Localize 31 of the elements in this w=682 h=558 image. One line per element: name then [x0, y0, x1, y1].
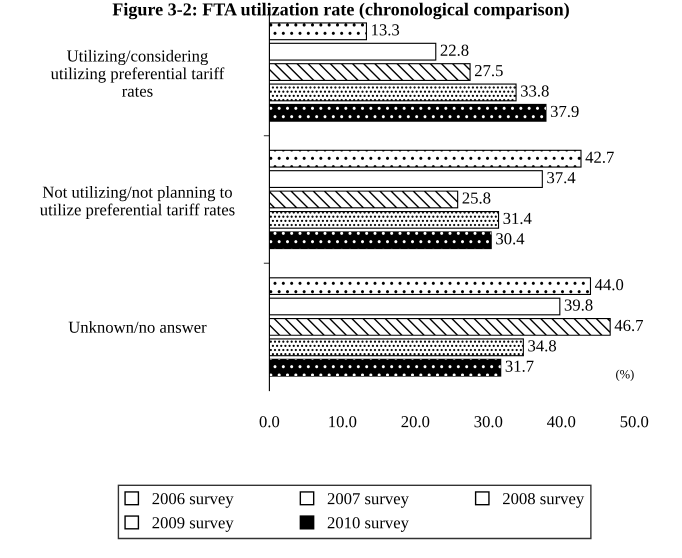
text: 31.7	[506, 360, 534, 372]
legend-label: 2009 survey	[152, 517, 234, 532]
text: 25.8	[462, 192, 490, 204]
text: 34.8	[528, 340, 556, 352]
x-tick-label: 10.0	[329, 416, 356, 428]
annotation: (%)	[616, 370, 634, 381]
legend-label: 2007 survey	[328, 493, 409, 508]
x-tick-label: 50.0	[620, 416, 648, 428]
y-tick-label: Not utilizing/not planning to utilize preferential tariff rates	[40, 186, 235, 219]
text: 31.4	[503, 212, 532, 224]
text: 33.8	[521, 85, 549, 97]
x-tick-label: 40.0	[547, 416, 576, 428]
x-tick-label: 30.0	[474, 416, 502, 428]
chart-title: Figure 3-2: FTA utilization rate (chronological comparison)	[112, 2, 569, 20]
text: 46.7	[614, 320, 644, 332]
text: 27.5	[474, 65, 503, 76]
text: 30.4	[496, 233, 524, 244]
text: 37.9	[550, 106, 579, 118]
text: 13.3	[372, 24, 400, 36]
text: 42.7	[585, 152, 614, 163]
legend-label: 2010 survey	[328, 517, 409, 532]
y-tick-label: Unknown/no answer	[68, 321, 206, 333]
x-tick-label: 20.0	[401, 416, 430, 428]
legend-label: 2006 survey	[152, 493, 234, 508]
text: 37.4	[547, 172, 576, 184]
text: 44.0	[594, 279, 624, 290]
y-tick-label: Utilizing/considering utilizing preferential tariff rates	[50, 50, 224, 97]
x-tick-label: 0.0	[260, 416, 280, 428]
legend-label: 2008 survey	[503, 493, 584, 508]
text: 22.8	[440, 44, 468, 56]
text: 39.8	[564, 299, 593, 311]
